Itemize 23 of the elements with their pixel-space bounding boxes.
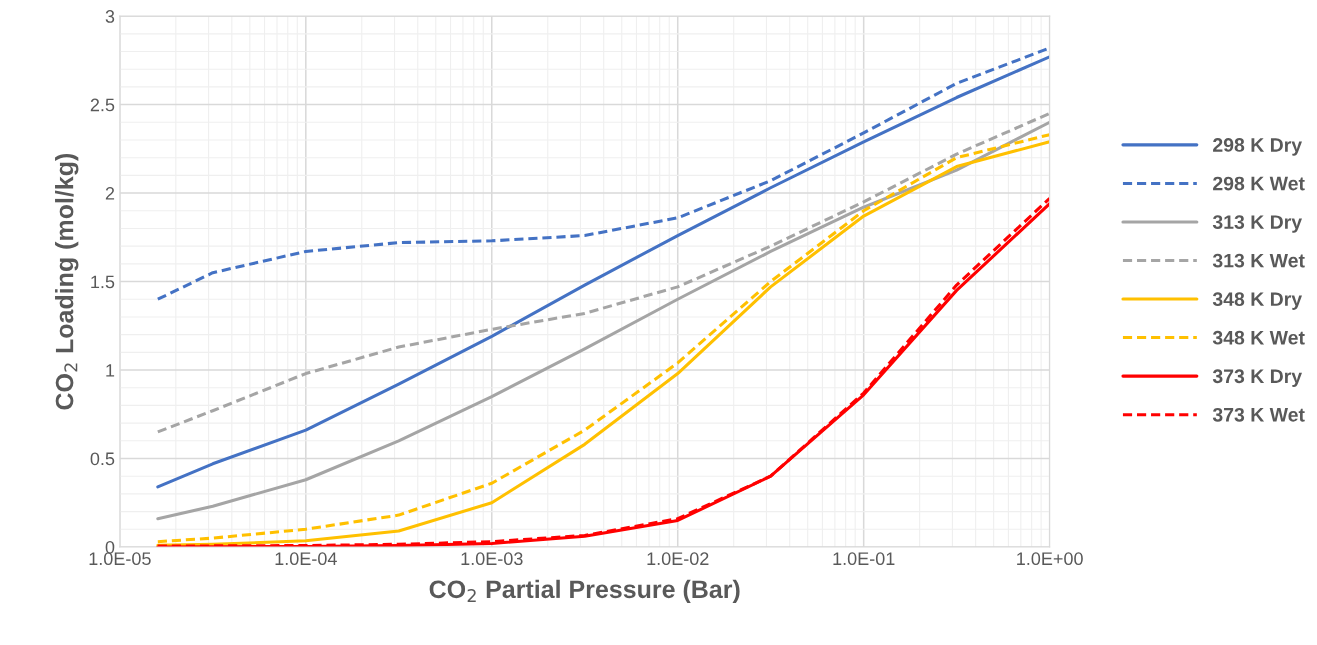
y-tick-label: 0 xyxy=(105,540,115,554)
y-tick-label: 2.5 xyxy=(90,98,115,112)
legend-label: 298 K Dry xyxy=(1213,138,1302,156)
x-tick-label: 1.0E-05 xyxy=(89,552,151,566)
legend-label: 313 K Wet xyxy=(1212,253,1305,268)
legend-label: 348 K Wet xyxy=(1212,330,1305,345)
y-tick-label: 1.5 xyxy=(91,275,115,289)
legend-label: 313 K Dry xyxy=(1212,215,1302,233)
x-axis-title: CO$_{2}$ Partial Pressure (Bar) xyxy=(429,579,740,604)
y-tick-label: 0.5 xyxy=(90,452,115,466)
x-tick-label: 1.0E-01 xyxy=(833,552,895,566)
x-tick-label: 1.0E-02 xyxy=(647,552,709,566)
legend-label: 373 K Dry xyxy=(1212,369,1302,387)
legend-label: 298 K Wet xyxy=(1213,176,1305,191)
legend-label: 348 K Dry xyxy=(1212,292,1302,310)
y-axis-title: CO$_{2}$ Loading (mol/kg) xyxy=(55,153,79,410)
x-tick-label: 1.0E-03 xyxy=(461,552,523,566)
y-tick-label: 2 xyxy=(105,187,115,200)
x-tick-label: 1.0E-04 xyxy=(275,552,337,566)
x-tick-label: 1.0E+00 xyxy=(1017,552,1083,566)
y-tick-label: 3 xyxy=(105,10,115,23)
y-tick-label: 1 xyxy=(106,364,115,377)
legend-label: 373 K Wet xyxy=(1212,407,1305,422)
